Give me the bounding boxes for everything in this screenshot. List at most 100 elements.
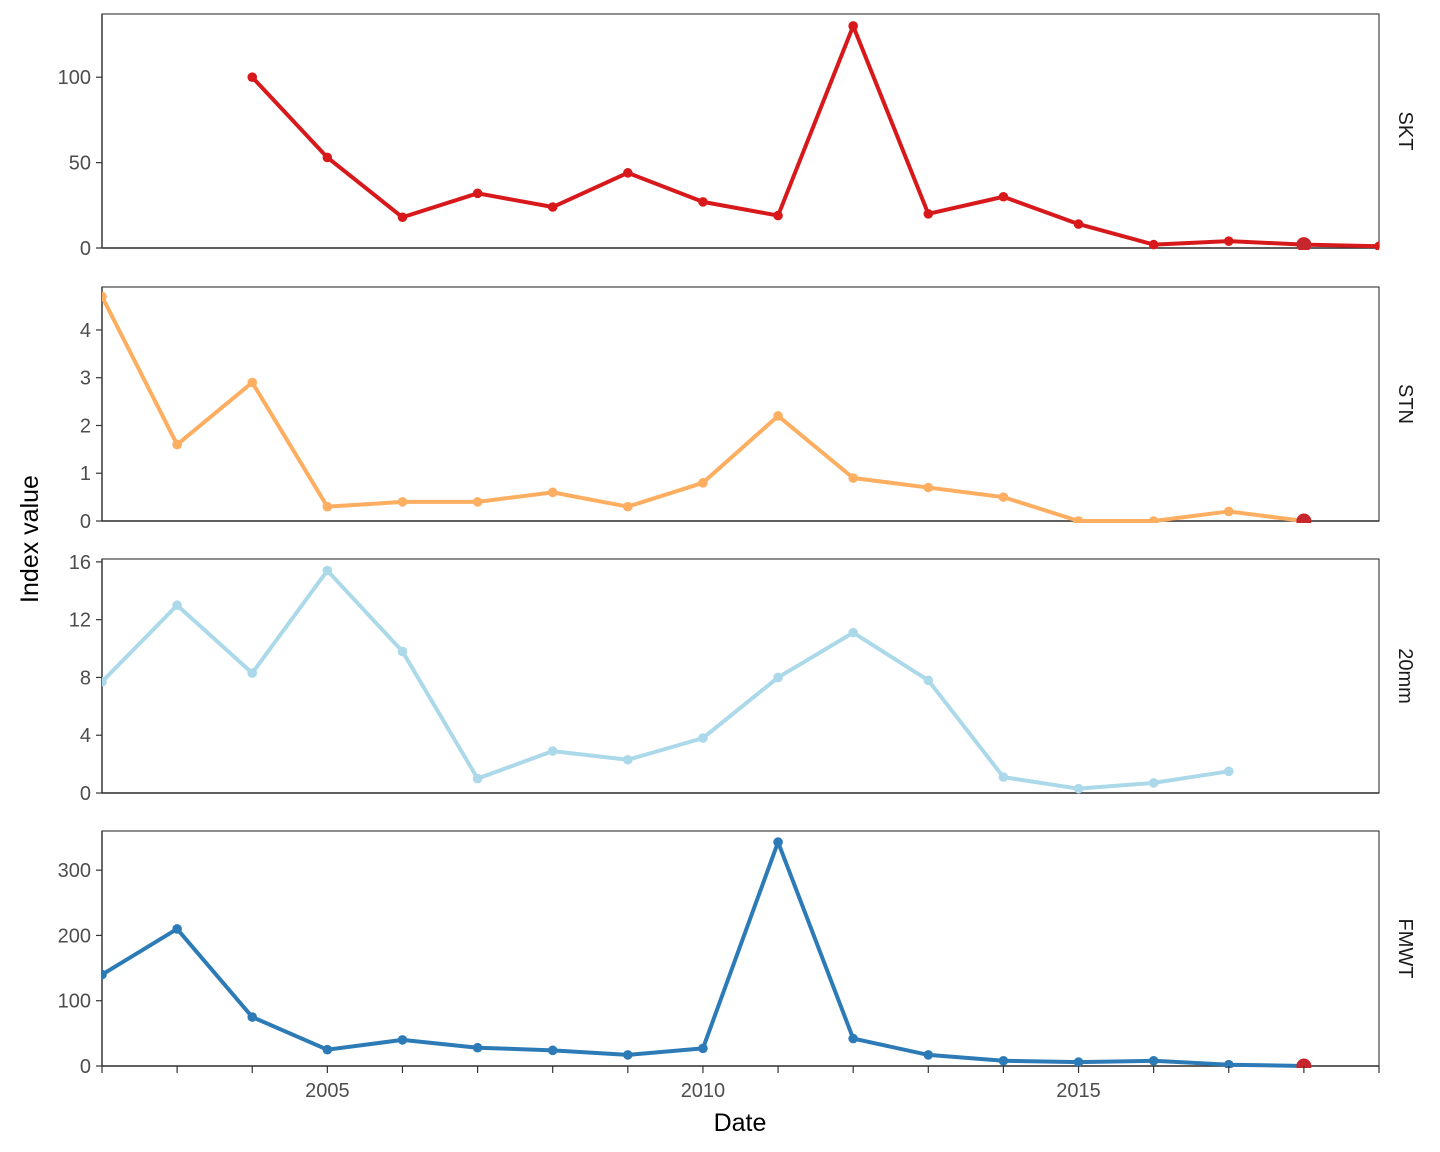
data-point bbox=[322, 501, 333, 512]
data-point bbox=[848, 473, 858, 483]
data-point bbox=[172, 924, 182, 934]
data-point bbox=[1073, 1057, 1084, 1067]
series-skt bbox=[247, 21, 1379, 250]
panel-stn: 0 1 2 3 4 STN bbox=[80, 286, 1416, 533]
data-point bbox=[1374, 241, 1379, 250]
strip-label-stn: STN bbox=[1394, 384, 1416, 424]
data-point bbox=[547, 487, 558, 498]
data-point bbox=[1073, 219, 1084, 229]
data-point bbox=[998, 492, 1009, 502]
data-point bbox=[322, 1044, 333, 1055]
x-tick-label: 2010 bbox=[681, 1080, 726, 1102]
series-stn bbox=[102, 291, 1312, 523]
data-point bbox=[1148, 516, 1159, 523]
data-point bbox=[698, 733, 708, 743]
data-point bbox=[848, 627, 858, 638]
series-line-skt bbox=[250, 23, 1379, 249]
series-line-20mm bbox=[102, 568, 1231, 791]
data-point bbox=[1223, 236, 1234, 246]
y-tick-label: 100 bbox=[58, 67, 91, 89]
y-tick-label: 0 bbox=[80, 238, 91, 260]
data-point bbox=[102, 969, 107, 980]
data-point bbox=[247, 1012, 258, 1022]
data-point bbox=[623, 754, 633, 765]
data-point bbox=[1073, 516, 1084, 523]
data-point bbox=[472, 773, 483, 784]
data-point bbox=[472, 497, 483, 507]
data-point bbox=[547, 202, 558, 212]
x-axis-title: Date bbox=[714, 1109, 767, 1137]
data-point bbox=[397, 212, 408, 223]
data-point bbox=[923, 1050, 934, 1060]
data-point bbox=[923, 482, 934, 493]
data-point bbox=[1223, 1059, 1234, 1068]
data-point bbox=[322, 152, 333, 163]
data-point bbox=[998, 772, 1009, 782]
panel-skt: 0 50 100 SKT bbox=[58, 13, 1416, 260]
panel-20mm: 0 4 8 12 16 20mm bbox=[69, 552, 1416, 805]
data-point bbox=[923, 209, 934, 219]
data-point bbox=[247, 668, 258, 678]
data-point bbox=[1148, 239, 1159, 250]
data-point bbox=[623, 1050, 633, 1060]
data-point bbox=[397, 1035, 408, 1045]
y-tick-label: 2 bbox=[80, 415, 91, 437]
data-point bbox=[1223, 766, 1234, 777]
panel-border bbox=[101, 13, 1380, 249]
panel-border bbox=[101, 286, 1380, 522]
data-point bbox=[1148, 778, 1159, 788]
y-tick-label: 0 bbox=[80, 1056, 91, 1078]
y-tick-label: 50 bbox=[69, 153, 91, 175]
data-point bbox=[102, 291, 107, 302]
data-point bbox=[623, 501, 633, 512]
strip-label-20mm: 20mm bbox=[1394, 648, 1416, 704]
data-point bbox=[1223, 506, 1234, 517]
x-axis: 2005 2010 2015 bbox=[101, 1066, 1380, 1102]
panel-border bbox=[101, 558, 1380, 794]
y-tick-label: 4 bbox=[80, 725, 91, 747]
y-tick-label: 100 bbox=[58, 991, 91, 1013]
data-point bbox=[397, 497, 408, 507]
data-point bbox=[773, 210, 783, 221]
data-point bbox=[397, 646, 408, 657]
data-point bbox=[773, 837, 783, 847]
series-fmwt bbox=[102, 837, 1312, 1068]
highlight-point bbox=[1296, 1058, 1312, 1068]
y-tick-label: 0 bbox=[80, 511, 91, 533]
highlight-point bbox=[1296, 237, 1312, 250]
series-line-fmwt bbox=[102, 840, 1306, 1068]
data-point bbox=[322, 565, 333, 576]
data-point bbox=[547, 1045, 558, 1056]
x-tick-label: 2005 bbox=[305, 1080, 350, 1102]
data-point bbox=[773, 411, 783, 421]
data-point bbox=[247, 72, 258, 82]
data-point bbox=[172, 439, 182, 450]
series-20mm bbox=[102, 565, 1234, 794]
y-tick-label: 200 bbox=[58, 925, 91, 947]
y-tick-label: 1 bbox=[80, 463, 91, 485]
y-axis-title: Index value bbox=[16, 475, 44, 603]
strip-label-skt: SKT bbox=[1394, 112, 1416, 151]
y-tick-label: 12 bbox=[69, 610, 91, 632]
panel-fmwt: 0 100 200 300 FMWT bbox=[58, 830, 1416, 1078]
data-point bbox=[623, 168, 633, 178]
data-point bbox=[472, 188, 483, 199]
data-point bbox=[1148, 1055, 1159, 1066]
y-tick-label: 16 bbox=[69, 552, 91, 574]
data-point bbox=[998, 191, 1009, 202]
data-point bbox=[172, 600, 182, 611]
data-point bbox=[773, 672, 783, 683]
data-point bbox=[698, 1043, 708, 1054]
data-point bbox=[698, 197, 708, 207]
y-tick-label: 4 bbox=[80, 320, 91, 342]
y-tick-label: 0 bbox=[80, 783, 91, 805]
data-point bbox=[848, 1033, 858, 1044]
data-point bbox=[547, 746, 558, 756]
data-point bbox=[998, 1055, 1009, 1066]
data-point bbox=[698, 477, 708, 488]
y-tick-label: 8 bbox=[80, 667, 91, 689]
y-tick-label: 300 bbox=[58, 860, 91, 882]
y-tick-label: 3 bbox=[80, 368, 91, 390]
data-point bbox=[472, 1042, 483, 1053]
